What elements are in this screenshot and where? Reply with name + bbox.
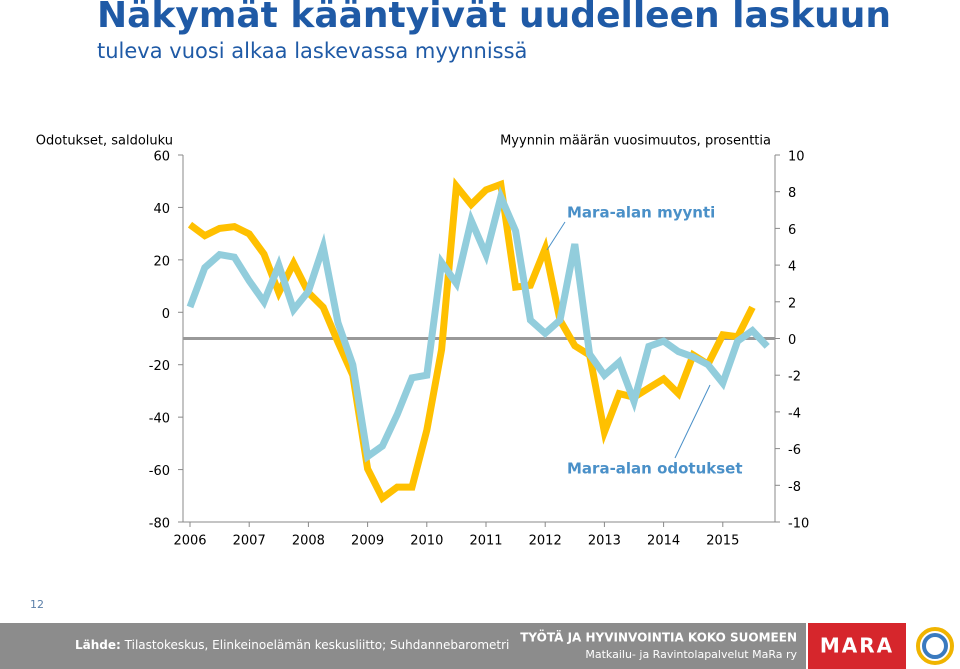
logo-circle: [916, 627, 954, 665]
y-tick-label: 60: [153, 150, 170, 165]
y-tick-label: -60: [149, 464, 170, 479]
subtitle: tuleva vuosi alkaa laskevassa myynnissä: [97, 39, 527, 63]
logo-text: MARA: [820, 634, 894, 658]
y2-tick-label: 2: [788, 296, 796, 311]
footer-bar: [0, 623, 806, 669]
y-tick-label: 20: [153, 254, 170, 269]
x-tick-label: 2007: [233, 534, 266, 549]
y2-tick-label: -6: [788, 443, 801, 458]
y2-tick-label: 4: [788, 260, 796, 275]
x-tick-label: 2011: [469, 534, 502, 549]
y2-axis-title: Myynnin määrän vuosimuutos, prosenttia: [500, 134, 771, 149]
plot: 6040200-20-40-60-801086420-2-4-6-8-10200…: [149, 150, 809, 549]
slogan: TYÖTÄ JA HYVINVOINTIA KOKO SUOMEEN: [520, 630, 797, 645]
annotation: Mara-alan odotukset: [567, 460, 743, 478]
y-tick-label: -80: [149, 517, 170, 532]
footer-source: Lähde: Tilastokeskus, Elinkeinoelämän ke…: [75, 638, 509, 652]
x-tick-label: 2015: [706, 534, 739, 549]
annotation: Mara-alan myynti: [567, 204, 715, 222]
logo-box: [808, 623, 906, 669]
logo-circle: [922, 633, 948, 659]
x-tick-label: 2014: [647, 534, 680, 549]
y-axis-title: Odotukset, saldoluku: [36, 134, 173, 149]
y2-tick-label: 10: [788, 150, 805, 165]
y2-tick-label: -4: [788, 406, 801, 421]
source-label: Lähde:: [75, 638, 121, 652]
page-number: 12: [30, 598, 44, 611]
x-tick-label: 2009: [351, 534, 384, 549]
y2-tick-label: 0: [788, 333, 796, 348]
y2-tick-label: -10: [788, 517, 809, 532]
title: Näkymät kääntyivät uudelleen laskuun: [97, 0, 891, 36]
organization: Matkailu- ja Ravintolapalvelut MaRa ry: [585, 648, 797, 661]
y-tick-label: 0: [162, 307, 170, 322]
y2-tick-label: -2: [788, 370, 801, 385]
y-tick-label: -20: [149, 359, 170, 374]
series-line: [186, 186, 770, 463]
x-tick-label: 2010: [410, 534, 443, 549]
y2-tick-label: -8: [788, 480, 801, 495]
y-tick-label: 40: [153, 202, 170, 217]
source: Tilastokeskus, Elinkeinoelämän keskuslii…: [124, 638, 510, 652]
x-tick-label: 2012: [529, 534, 562, 549]
y2-tick-label: 6: [788, 223, 796, 238]
y2-tick-label: 8: [788, 186, 796, 201]
x-tick-label: 2008: [292, 534, 325, 549]
y-tick-label: -40: [149, 412, 170, 427]
leader-line: [546, 221, 566, 251]
x-tick-label: 2006: [173, 534, 206, 549]
leader-line: [674, 384, 711, 459]
x-tick-label: 2013: [588, 534, 621, 549]
